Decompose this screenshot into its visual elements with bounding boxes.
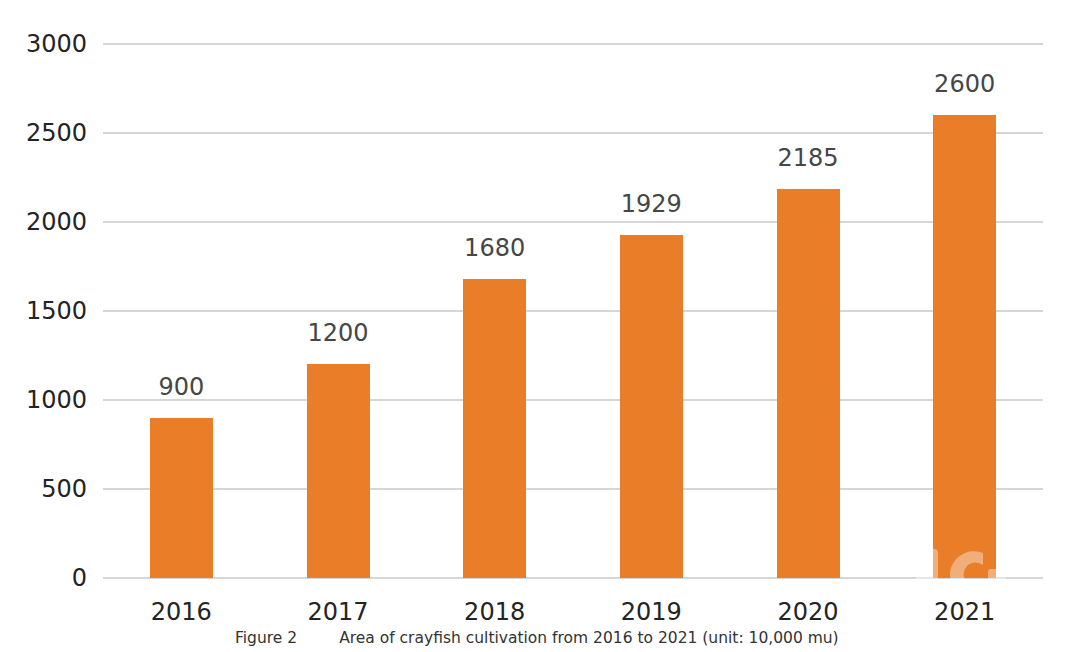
y-axis-tick-label: 1500 xyxy=(0,296,87,326)
figure-number: Figure 2 xyxy=(235,629,297,647)
gridline-1500 xyxy=(103,310,1043,312)
gridline-2500 xyxy=(103,132,1043,134)
y-axis-tick-label: 500 xyxy=(0,474,87,504)
watermark xyxy=(888,543,1038,595)
bar-2016 xyxy=(150,418,213,578)
y-axis-tick-label: 2500 xyxy=(0,118,87,148)
bar-2021 xyxy=(933,115,996,578)
bar-chart-figure: 0 500 1000 1500 2000 2500 3000 900 2016 1200 2017 1… xyxy=(0,0,1065,652)
x-axis-tick-label: 2017 xyxy=(278,597,398,627)
bar-value-label: 1200 xyxy=(278,318,398,348)
x-axis-tick-label: 2019 xyxy=(591,597,711,627)
y-axis-tick-label: 2000 xyxy=(0,207,87,237)
x-axis-tick-label: 2018 xyxy=(435,597,555,627)
x-axis-tick-label: 2020 xyxy=(748,597,868,627)
bar-value-label: 900 xyxy=(121,372,241,402)
bar-value-label: 2185 xyxy=(748,143,868,173)
bar-2017 xyxy=(307,364,370,578)
y-axis-tick-label: 0 xyxy=(0,563,87,593)
gridline-3000 xyxy=(103,43,1043,45)
y-axis-tick-label: 1000 xyxy=(0,385,87,415)
x-axis-tick-label: 2016 xyxy=(121,597,241,627)
bar-value-label: 1929 xyxy=(591,189,711,219)
gridline-500 xyxy=(103,488,1043,490)
figure-caption: Figure 2 Area of crayfish cultivation fro… xyxy=(235,628,839,648)
bar-2020 xyxy=(777,189,840,578)
gridline-2000 xyxy=(103,221,1043,223)
gridline-1000 xyxy=(103,399,1043,401)
bar-2018 xyxy=(463,279,526,578)
bar-value-label: 1680 xyxy=(435,233,555,263)
bar-2019 xyxy=(620,235,683,578)
y-axis-tick-label: 3000 xyxy=(0,29,87,59)
figure-caption-text: Area of crayfish cultivation from 2016 t… xyxy=(339,629,839,647)
bar-value-label: 2600 xyxy=(905,69,1025,99)
x-axis-tick-label: 2021 xyxy=(905,597,1025,627)
